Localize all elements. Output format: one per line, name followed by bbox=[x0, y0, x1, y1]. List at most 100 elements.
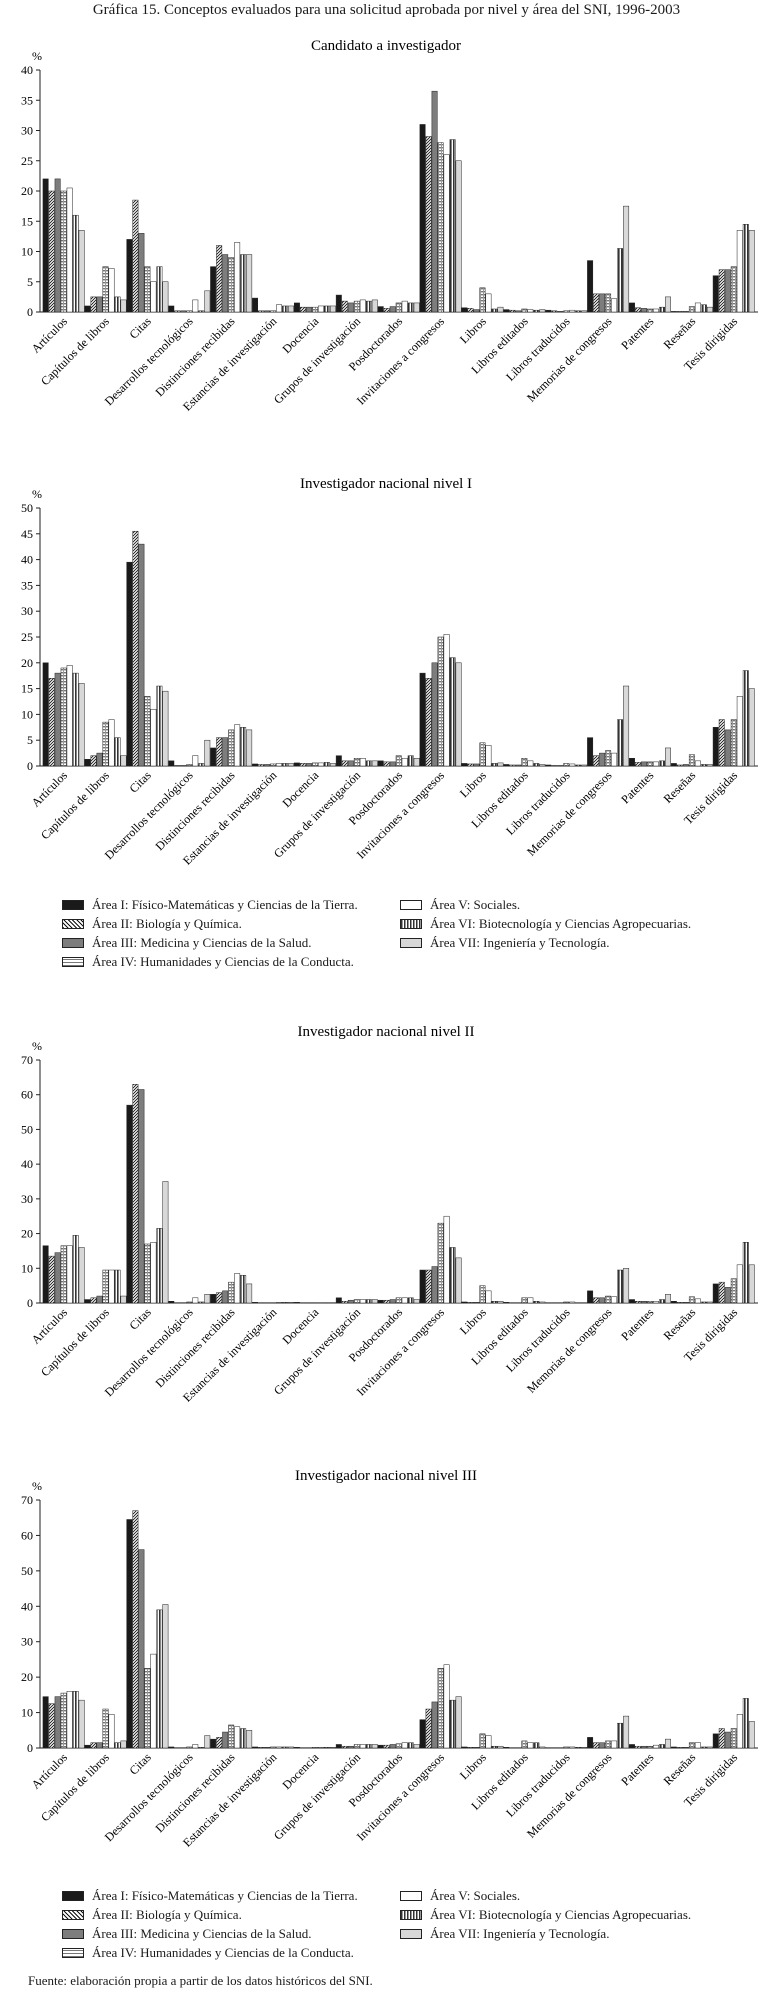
bar bbox=[599, 293, 606, 313]
bar bbox=[90, 1297, 97, 1304]
bar bbox=[180, 310, 187, 313]
x-tick-label: Citas bbox=[126, 314, 154, 342]
bar bbox=[730, 719, 737, 767]
bar bbox=[288, 305, 295, 313]
bar bbox=[371, 1299, 378, 1304]
bar bbox=[413, 758, 420, 767]
bar bbox=[353, 1744, 360, 1749]
bar bbox=[317, 1747, 324, 1749]
bar bbox=[359, 758, 366, 767]
x-tick-label: Patentes bbox=[618, 1750, 656, 1788]
bar bbox=[329, 305, 336, 313]
bar bbox=[162, 1604, 169, 1749]
bar bbox=[694, 1742, 701, 1749]
y-tick-label: 35 bbox=[21, 578, 33, 592]
bar bbox=[437, 636, 444, 767]
bar bbox=[54, 672, 61, 767]
bar bbox=[629, 302, 635, 313]
legend-swatch bbox=[62, 938, 84, 948]
bar bbox=[533, 309, 540, 313]
bar bbox=[485, 1290, 492, 1304]
bar bbox=[234, 724, 241, 767]
bar bbox=[246, 1730, 253, 1749]
bar bbox=[629, 758, 635, 767]
bar bbox=[467, 1302, 474, 1304]
bar bbox=[659, 760, 665, 767]
bar bbox=[647, 761, 653, 767]
legend-item: Área III: Medicina y Ciencias de la Salu… bbox=[62, 935, 311, 951]
bar bbox=[700, 1746, 707, 1749]
bar bbox=[144, 1668, 151, 1749]
bar bbox=[282, 1302, 289, 1304]
y-tick-label: 60 bbox=[21, 1528, 33, 1542]
bar bbox=[222, 1731, 229, 1749]
legend-label: Área V: Sociales. bbox=[430, 1888, 521, 1903]
bar bbox=[461, 307, 468, 313]
bar bbox=[665, 1738, 671, 1749]
bar bbox=[736, 696, 743, 767]
bar bbox=[96, 1295, 103, 1304]
bar bbox=[467, 1747, 474, 1749]
bar bbox=[317, 762, 324, 767]
legend-swatch bbox=[400, 1891, 422, 1901]
bar bbox=[533, 763, 540, 767]
legend-label: Área VI: Biotecnología y Ciencias Agrope… bbox=[430, 916, 692, 931]
bar bbox=[186, 310, 193, 313]
bar bbox=[66, 1245, 73, 1304]
bar bbox=[114, 296, 121, 313]
bar bbox=[192, 1297, 199, 1304]
bar bbox=[198, 763, 205, 767]
bar bbox=[198, 310, 205, 313]
legend-label: Área III: Medicina y Ciencias de la Salu… bbox=[92, 1926, 312, 1941]
bar bbox=[659, 306, 665, 313]
bar bbox=[389, 1744, 396, 1749]
bar bbox=[670, 763, 677, 767]
x-tick-label: Memorias de congresos bbox=[524, 768, 615, 859]
bar bbox=[748, 1721, 755, 1749]
bar bbox=[120, 755, 127, 767]
bar bbox=[341, 760, 348, 767]
bar bbox=[539, 764, 546, 767]
bar bbox=[210, 747, 217, 767]
bar bbox=[485, 293, 492, 313]
bar bbox=[54, 1252, 61, 1304]
y-tick-label: 0 bbox=[27, 1296, 33, 1310]
bar bbox=[90, 1742, 97, 1749]
bar bbox=[252, 763, 259, 767]
bar bbox=[515, 310, 522, 313]
bar bbox=[682, 764, 689, 767]
bar bbox=[527, 1297, 534, 1304]
bar bbox=[132, 530, 139, 767]
bar bbox=[389, 306, 396, 313]
bar bbox=[521, 1740, 528, 1749]
bar bbox=[359, 1744, 366, 1749]
bar bbox=[114, 1269, 121, 1304]
bar bbox=[688, 1296, 695, 1304]
bar bbox=[718, 1281, 725, 1304]
bar bbox=[593, 293, 600, 313]
bar bbox=[323, 1747, 330, 1749]
x-tick-label: Distinciones recibidas bbox=[153, 1305, 238, 1390]
bar bbox=[491, 1745, 498, 1749]
bar bbox=[228, 1281, 235, 1304]
bar bbox=[311, 306, 318, 313]
x-tick-label: Citas bbox=[126, 1750, 154, 1778]
bar bbox=[222, 737, 229, 767]
legend-label: Área III: Medicina y Ciencias de la Salu… bbox=[92, 935, 312, 950]
bar bbox=[389, 1299, 396, 1304]
legend-label: Área IV: Humanidades y Ciencias de la Co… bbox=[92, 1945, 354, 1960]
bar bbox=[712, 727, 719, 767]
bar bbox=[593, 1297, 600, 1304]
bar bbox=[144, 1243, 151, 1304]
y-tick-label: 25 bbox=[21, 630, 33, 644]
bar bbox=[401, 1742, 408, 1749]
bar bbox=[676, 1302, 683, 1304]
x-tick-label: Distinciones recibidas bbox=[153, 314, 238, 399]
bar bbox=[587, 260, 594, 313]
bar bbox=[647, 1301, 653, 1304]
bar bbox=[258, 1747, 265, 1749]
y-tick-label: 0 bbox=[27, 1741, 33, 1755]
y-tick-label: 30 bbox=[21, 1635, 33, 1649]
bar bbox=[473, 1302, 480, 1304]
bar bbox=[120, 1740, 127, 1749]
